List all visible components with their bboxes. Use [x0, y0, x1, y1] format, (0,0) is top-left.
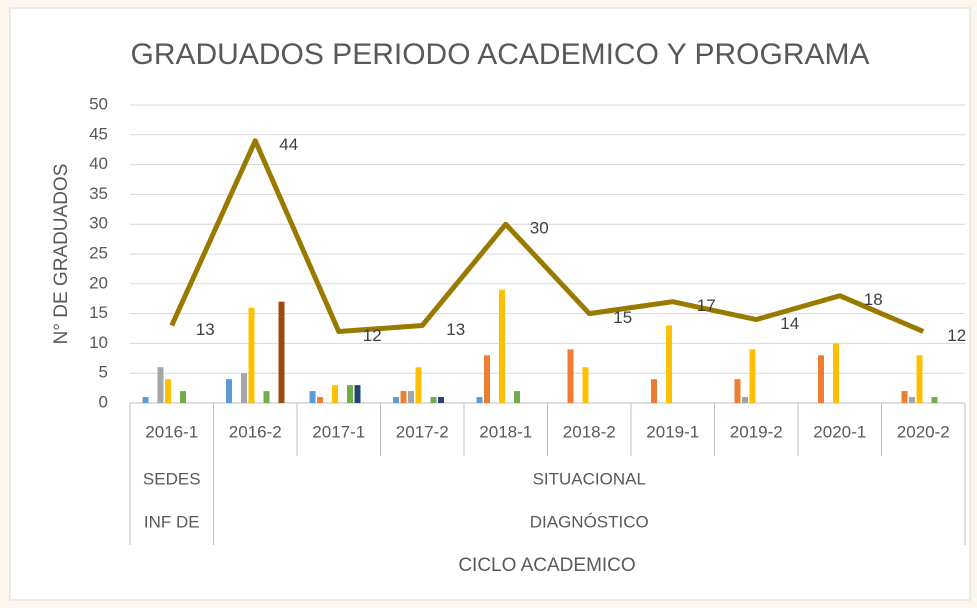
- data-label: 12: [947, 326, 966, 345]
- bar: [408, 391, 414, 403]
- bar: [241, 373, 247, 403]
- line: [169, 138, 925, 334]
- x-tick-label: 2019-2: [730, 422, 783, 441]
- x-tick-label: 2016-2: [229, 422, 282, 441]
- chart-frame: [9, 7, 971, 601]
- bar: [180, 391, 186, 403]
- data-label: 13: [446, 320, 465, 339]
- y-tick-label: 35: [89, 184, 108, 203]
- bar: [354, 385, 361, 403]
- y-tick-label: 45: [89, 124, 108, 143]
- y-tick-label: 20: [89, 273, 108, 292]
- bar: [430, 397, 437, 403]
- bar: [332, 385, 338, 403]
- y-tick-label: 40: [89, 154, 108, 173]
- bar: [582, 367, 589, 403]
- x-tick-label: 2020-2: [897, 422, 950, 441]
- bar: [226, 379, 232, 403]
- bar: [278, 301, 285, 403]
- data-label: 17: [697, 296, 716, 315]
- y-tick-label: 50: [89, 94, 108, 113]
- bar: [438, 397, 444, 403]
- bar: [400, 391, 407, 403]
- bar: [476, 397, 483, 403]
- bar: [818, 355, 824, 403]
- category-group-label: INF DE: [144, 512, 200, 531]
- chart-title: GRADUADOS PERIODO ACADEMICO Y PROGRAMA: [130, 38, 869, 71]
- bar: [484, 355, 490, 403]
- x-tick-label: 2020-1: [813, 422, 866, 441]
- bar: [909, 397, 915, 403]
- x-tick-label: 2016-1: [145, 422, 198, 441]
- bar: [309, 391, 316, 403]
- bar: [157, 367, 164, 403]
- category-group-label: DIAGNÓSTICO: [530, 512, 649, 531]
- data-label: 44: [279, 135, 298, 154]
- x-tick-label: 2017-2: [396, 422, 449, 441]
- bar: [931, 397, 938, 403]
- y-tick-label: 30: [89, 214, 108, 233]
- data-label: 15: [613, 308, 632, 327]
- data-label: 30: [530, 219, 549, 238]
- x-axis-title: CICLO ACADEMICO: [458, 555, 635, 576]
- bar: [263, 391, 270, 403]
- bar: [567, 349, 574, 403]
- bar: [499, 289, 505, 403]
- data-label: 14: [780, 314, 799, 333]
- category-group-label: SEDES: [143, 469, 201, 488]
- y-tick-label: 5: [99, 363, 108, 382]
- bar: [165, 379, 171, 403]
- bar: [734, 379, 741, 403]
- y-tick-label: 0: [99, 392, 108, 411]
- bar: [317, 397, 323, 403]
- bar: [833, 343, 839, 403]
- bar: [742, 397, 748, 403]
- bar: [415, 367, 422, 403]
- x-tick-label: 2018-1: [479, 422, 532, 441]
- bar: [901, 391, 908, 403]
- y-tick-label: 15: [89, 303, 108, 322]
- bar: [651, 379, 657, 403]
- x-tick-label: 2018-2: [563, 422, 616, 441]
- data-label: 13: [196, 320, 215, 339]
- y-tick-label: 25: [89, 243, 108, 262]
- bar: [514, 391, 520, 403]
- bar: [666, 325, 672, 403]
- x-tick-label: 2019-1: [646, 422, 699, 441]
- bar: [347, 385, 353, 403]
- data-label: 18: [864, 290, 883, 309]
- bar: [916, 355, 923, 403]
- y-tick-label: 10: [89, 333, 108, 352]
- data-label: 12: [363, 326, 382, 345]
- bar: [248, 307, 255, 403]
- category-group-label: SITUACIONAL: [533, 469, 646, 488]
- x-tick-label: 2017-1: [312, 422, 365, 441]
- bar: [393, 397, 399, 403]
- y-axis-title: N° DE GRADUADOS: [51, 164, 72, 345]
- bar: [142, 397, 149, 403]
- bar: [749, 349, 756, 403]
